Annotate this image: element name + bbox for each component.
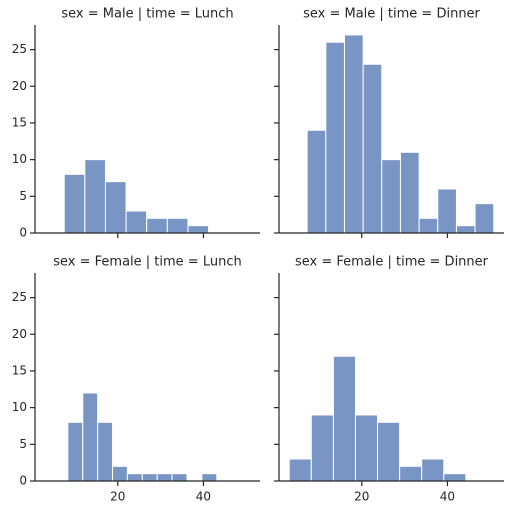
bar [332,355,356,482]
panel-title: sex = Female | time = Dinner [295,255,489,270]
bar [310,414,334,482]
bar [343,34,364,234]
bar [126,473,143,482]
bar [166,217,189,234]
x-tick-label: 20 [354,490,369,504]
bar [201,473,218,482]
x-tick-label: 40 [440,490,455,504]
bar [306,129,327,234]
bar [84,159,106,234]
bar [146,217,168,234]
bar [104,181,127,234]
y-tick-label: 20 [12,327,27,341]
y-tick-label: 25 [12,42,27,56]
bar [421,458,445,482]
bar [112,465,128,482]
y-tick-label: 0 [19,226,27,240]
bar [63,173,86,234]
bar [325,41,345,234]
bar [381,159,401,234]
bar [97,421,114,482]
panel-title: sex = Male | time = Dinner [303,7,480,22]
bar [288,458,312,482]
y-tick-label: 15 [12,363,27,377]
y-tick-label: 20 [12,79,27,93]
bar [82,392,99,482]
y-tick-label: 0 [19,474,27,488]
bar [67,421,84,482]
panel-title: sex = Female | time = Lunch [53,255,241,270]
bar [377,421,401,482]
bar [437,188,457,234]
bar [418,217,439,234]
y-tick-label: 10 [12,152,27,166]
bar [187,225,210,234]
x-tick-label: 20 [110,490,125,504]
bar [455,225,476,234]
bar [362,63,383,234]
bar [443,473,467,482]
bar [141,473,158,482]
y-tick-label: 10 [12,400,27,414]
x-tick-label: 40 [196,490,211,504]
y-tick-label: 25 [12,290,27,304]
bar [156,473,173,482]
bar [171,473,188,482]
bar [125,210,148,234]
y-tick-label: 5 [19,189,27,203]
y-tick-label: 15 [12,115,27,129]
bar [399,151,420,234]
y-tick-label: 5 [19,437,27,451]
bar [354,414,379,482]
panel-title: sex = Male | time = Lunch [61,7,233,22]
bar [474,203,495,234]
bar [399,465,423,482]
